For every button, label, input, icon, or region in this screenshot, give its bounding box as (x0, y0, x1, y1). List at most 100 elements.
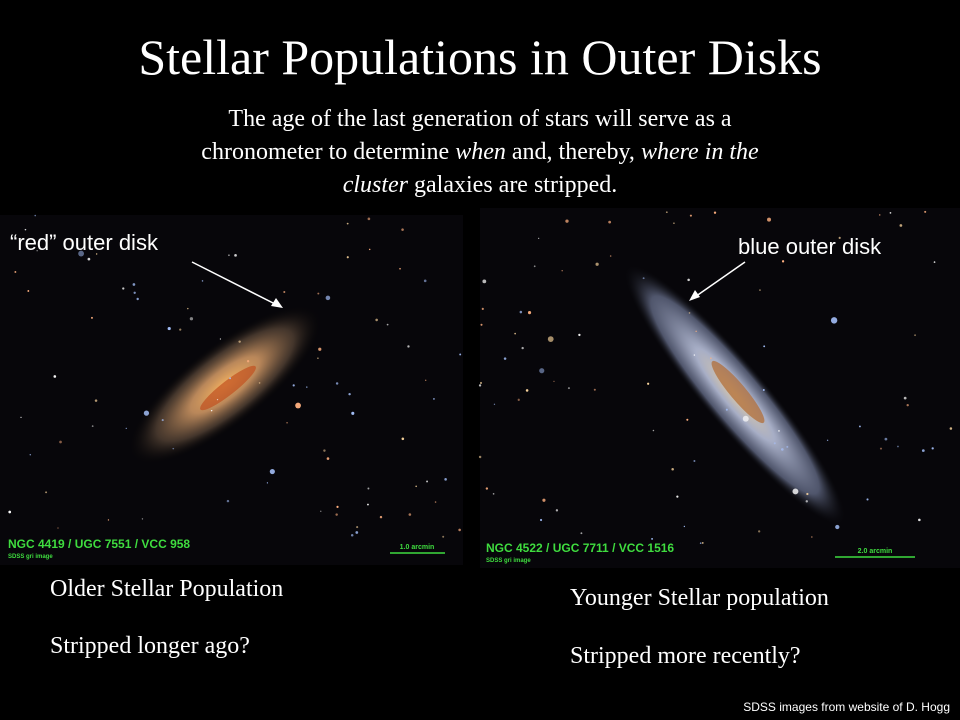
star (527, 311, 532, 315)
star (132, 283, 136, 286)
star (379, 515, 383, 519)
star (688, 312, 691, 314)
star (763, 345, 766, 348)
star (519, 310, 523, 314)
arrow-head (689, 290, 700, 301)
star (57, 527, 59, 529)
star (78, 250, 85, 257)
star (826, 439, 829, 441)
star (608, 220, 612, 224)
star (407, 345, 410, 348)
star (415, 485, 417, 488)
star (899, 224, 903, 227)
star (503, 357, 507, 360)
star (317, 292, 320, 295)
star (759, 289, 761, 291)
star (481, 307, 484, 310)
star (346, 256, 349, 259)
arrow (191, 261, 282, 308)
star (458, 528, 461, 532)
star (830, 317, 838, 324)
star (59, 440, 62, 444)
star (24, 228, 27, 231)
star (687, 278, 690, 282)
star (317, 357, 319, 360)
star (695, 330, 697, 333)
caption: Older Stellar Population (50, 576, 283, 602)
star (924, 210, 927, 213)
star (931, 447, 934, 450)
star (399, 267, 401, 270)
star (292, 384, 295, 387)
star (238, 340, 241, 343)
star (228, 254, 230, 257)
star (323, 449, 326, 452)
star (367, 487, 370, 490)
star (542, 498, 546, 502)
star (578, 333, 581, 337)
star (107, 519, 110, 521)
star (351, 411, 355, 415)
star (20, 416, 22, 419)
star (903, 396, 907, 400)
scale-label: 2.0 arcmin (858, 548, 893, 555)
star (53, 375, 57, 378)
star (355, 531, 359, 534)
star (593, 388, 596, 391)
star (141, 518, 144, 520)
star (216, 398, 219, 401)
star (778, 430, 780, 432)
star (375, 318, 378, 322)
star (325, 295, 331, 301)
star (762, 389, 765, 392)
star (336, 505, 339, 508)
star (485, 487, 489, 490)
image-id: NGC 4522 / UGC 7711 / VCC 1516 (486, 541, 674, 555)
star (492, 492, 495, 495)
star (269, 468, 275, 475)
star (95, 253, 98, 255)
star (367, 217, 371, 221)
star (665, 211, 668, 214)
star (122, 287, 125, 290)
star (517, 398, 520, 401)
star (258, 382, 261, 384)
star (699, 542, 702, 544)
star (210, 409, 213, 412)
star (283, 290, 286, 293)
star (346, 222, 349, 225)
image-note: SDSS gri image (8, 554, 53, 560)
star (538, 237, 540, 239)
star (555, 509, 559, 512)
star (647, 382, 650, 385)
star (356, 526, 359, 529)
star (91, 425, 94, 428)
star (514, 332, 516, 335)
star (434, 501, 437, 503)
star (479, 381, 483, 385)
star (91, 316, 93, 319)
star (858, 425, 861, 428)
star (480, 323, 483, 326)
star (306, 386, 308, 388)
star (725, 408, 728, 411)
star (335, 513, 338, 516)
star (805, 500, 808, 503)
star (642, 277, 645, 280)
star (423, 279, 427, 283)
star (493, 403, 496, 406)
star (897, 445, 899, 448)
star (125, 427, 127, 430)
star (539, 368, 545, 374)
star (386, 323, 389, 326)
star (8, 510, 12, 514)
star (879, 214, 881, 216)
star (187, 307, 189, 310)
star (318, 347, 322, 351)
star (918, 518, 921, 522)
star (161, 419, 164, 422)
star (219, 338, 222, 340)
star (226, 499, 230, 503)
star (676, 495, 679, 498)
star (671, 467, 674, 471)
